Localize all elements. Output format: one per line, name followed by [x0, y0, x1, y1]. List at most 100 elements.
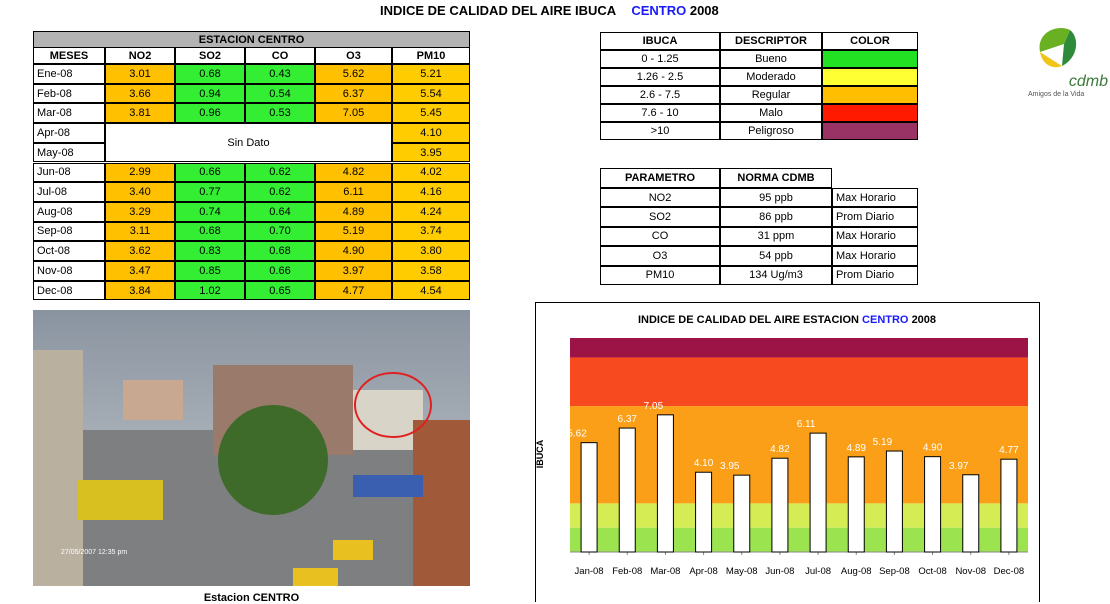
- photo: 27/05/2007 12:35 pm: [33, 310, 470, 586]
- value-cell: 3.11: [105, 222, 175, 242]
- value-cell: 4.90: [315, 241, 392, 261]
- logo: cdmb Amigos de la Vida: [1028, 22, 1110, 102]
- month-cell: Nov-08: [33, 261, 105, 281]
- value-cell: 7.05: [315, 103, 392, 123]
- value-cell: 3.95: [392, 143, 470, 163]
- value-cell: 5.54: [392, 84, 470, 104]
- month-cell: Jul-08: [33, 182, 105, 202]
- title-year: 2008: [690, 3, 719, 18]
- descriptor-cell: Bueno: [720, 50, 822, 68]
- bar: [696, 472, 712, 552]
- bar: [963, 475, 979, 552]
- column-header: CO: [245, 47, 315, 64]
- chart-title-station: CENTRO: [862, 314, 909, 326]
- value-cell: 0.53: [245, 103, 315, 123]
- value-cell: 3.80: [392, 241, 470, 261]
- month-cell: Feb-08: [33, 84, 105, 104]
- chart: INDICE DE CALIDAD DEL AIRE ESTACION CENT…: [535, 302, 1040, 602]
- value-cell: 3.29: [105, 202, 175, 222]
- value-cell: 6.37: [315, 84, 392, 104]
- value-cell: 0.68: [175, 64, 245, 84]
- range-cell: 0 - 1.25: [600, 50, 720, 68]
- value-cell: 3.84: [105, 281, 175, 301]
- data-label: 4.90: [923, 443, 943, 454]
- norm-cell: 95 ppb: [720, 188, 832, 207]
- value-cell: 0.62: [245, 163, 315, 183]
- value-cell: 0.83: [175, 241, 245, 261]
- y-axis-label: IBUCA: [535, 439, 545, 468]
- column-header: PM10: [392, 47, 470, 64]
- color-swatch: [822, 50, 918, 68]
- x-tick-label: Jan-08: [575, 566, 604, 577]
- data-label: 4.77: [999, 445, 1019, 456]
- month-cell: Aug-08: [33, 202, 105, 222]
- bar: [772, 458, 788, 552]
- value-cell: 0.65: [245, 281, 315, 301]
- chart-title: INDICE DE CALIDAD DEL AIRE ESTACION CENT…: [638, 314, 936, 326]
- bar: [734, 475, 750, 552]
- x-tick-label: Nov-08: [955, 566, 986, 577]
- norm-cell: SO2: [600, 207, 720, 226]
- range-cell: 7.6 - 10: [600, 104, 720, 122]
- value-cell: 3.62: [105, 241, 175, 261]
- x-tick-label: Feb-08: [612, 566, 642, 577]
- x-tick-label: May-08: [726, 566, 758, 577]
- data-label: 6.37: [618, 414, 638, 425]
- value-cell: 3.58: [392, 261, 470, 281]
- norm-cell: Max Horario: [832, 227, 918, 246]
- color-swatch: [822, 122, 918, 140]
- month-cell: Apr-08: [33, 123, 105, 143]
- ibuca-band: [570, 528, 1028, 552]
- column-header: NORMA CDMB: [720, 168, 832, 188]
- norm-cell: Max Horario: [832, 188, 918, 207]
- table-title: ESTACION CENTRO: [33, 31, 470, 48]
- range-cell: 1.26 - 2.5: [600, 68, 720, 86]
- page-title: INDICE DE CALIDAD DEL AIRE IBUCA CENTRO …: [380, 3, 719, 18]
- x-tick-label: Jun-08: [765, 566, 794, 577]
- value-cell: 4.24: [392, 202, 470, 222]
- data-label: 3.97: [949, 461, 969, 472]
- value-cell: 5.62: [315, 64, 392, 84]
- data-label: 5.62: [567, 429, 587, 440]
- photo-timestamp: 27/05/2007 12:35 pm: [61, 549, 127, 556]
- bar: [1001, 459, 1017, 552]
- logo-tagline: Amigos de la Vida: [1028, 91, 1110, 98]
- x-tick-label: Apr-08: [689, 566, 718, 577]
- column-header: MESES: [33, 47, 105, 64]
- column-header: DESCRIPTOR: [720, 32, 822, 50]
- bar: [657, 415, 673, 552]
- value-cell: 3.66: [105, 84, 175, 104]
- norm-cell: 134 Ug/m3: [720, 266, 832, 285]
- ibuca-band: [570, 338, 1028, 357]
- month-cell: Ene-08: [33, 64, 105, 84]
- bar: [581, 443, 597, 552]
- value-cell: 5.21: [392, 64, 470, 84]
- value-cell: 4.02: [392, 163, 470, 183]
- value-cell: 3.81: [105, 103, 175, 123]
- value-cell: 3.40: [105, 182, 175, 202]
- month-cell: Jun-08: [33, 163, 105, 183]
- bar: [886, 451, 902, 552]
- descriptor-cell: Malo: [720, 104, 822, 122]
- bar: [848, 457, 864, 552]
- data-label: 4.10: [694, 458, 714, 469]
- ibuca-band: [570, 357, 1028, 406]
- norm-cell: Prom Diario: [832, 266, 918, 285]
- norm-cell: O3: [600, 246, 720, 265]
- value-cell: 4.82: [315, 163, 392, 183]
- value-cell: 0.77: [175, 182, 245, 202]
- value-cell: 0.68: [175, 222, 245, 242]
- ibuca-band: [570, 503, 1028, 527]
- chart-title-text: INDICE DE CALIDAD DEL AIRE ESTACION: [638, 314, 859, 326]
- photo-caption: Estacion CENTRO: [33, 592, 470, 604]
- column-header: PARAMETRO: [600, 168, 720, 188]
- range-cell: 2.6 - 7.5: [600, 86, 720, 104]
- column-header: O3: [315, 47, 392, 64]
- data-label: 4.82: [770, 444, 790, 455]
- no-data-cell: Sin Dato: [105, 123, 392, 162]
- column-header: SO2: [175, 47, 245, 64]
- norm-cell: CO: [600, 227, 720, 246]
- column-header: IBUCA: [600, 32, 720, 50]
- column-header: NO2: [105, 47, 175, 64]
- month-cell: Sep-08: [33, 222, 105, 242]
